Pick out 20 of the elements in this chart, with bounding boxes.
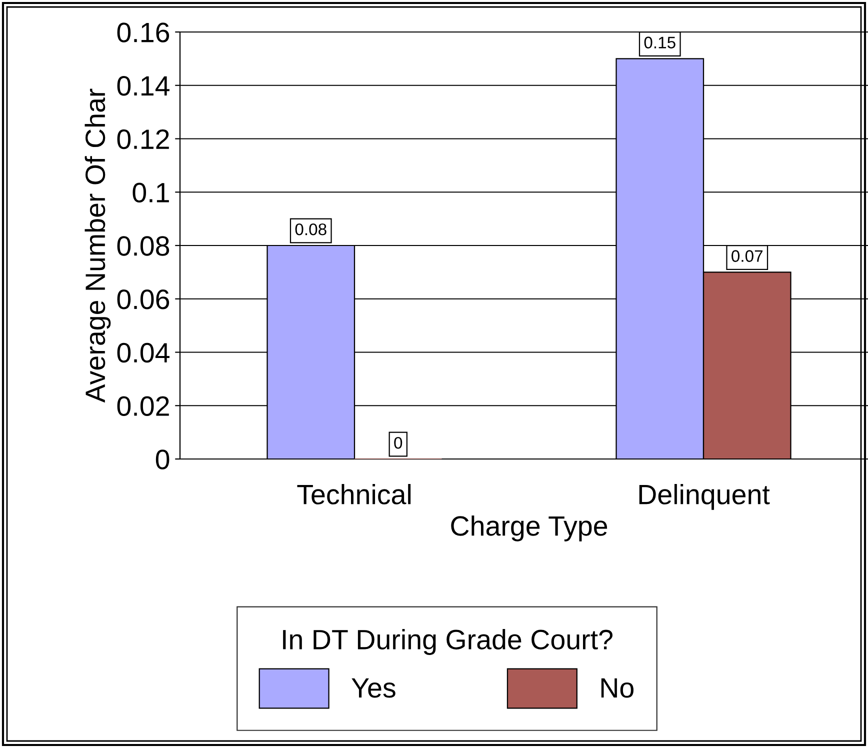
x-axis-title: Charge Type bbox=[451, 515, 608, 542]
legend-label: Yes bbox=[352, 678, 396, 698]
y-tick-label: 0.06 bbox=[117, 290, 170, 310]
y-tick-label: 0.12 bbox=[117, 129, 169, 150]
data-label: 0.08 bbox=[295, 223, 326, 236]
x-tick-label: Delinquent bbox=[639, 484, 770, 510]
data-label: 0 bbox=[394, 436, 402, 449]
y-tick-label: 0 bbox=[156, 450, 170, 470]
x-tick-label: Technical bbox=[297, 484, 411, 504]
y-tick-label: 0.16 bbox=[117, 22, 170, 42]
y-tick-label: 0.1 bbox=[132, 182, 169, 202]
y-tick-label: 0.08 bbox=[117, 236, 170, 256]
y-tick-label: 0.04 bbox=[117, 342, 170, 363]
y-tick-label: 0.14 bbox=[117, 76, 170, 96]
y-axis-title: Average Number Of Char bbox=[84, 88, 111, 403]
data-label: 0.15 bbox=[644, 36, 676, 48]
y-tick-label: 0.02 bbox=[117, 396, 169, 416]
legend-label: No bbox=[601, 678, 634, 698]
data-label: 0.07 bbox=[732, 250, 763, 262]
legend-title: In DT During Grade Court? bbox=[283, 629, 612, 655]
